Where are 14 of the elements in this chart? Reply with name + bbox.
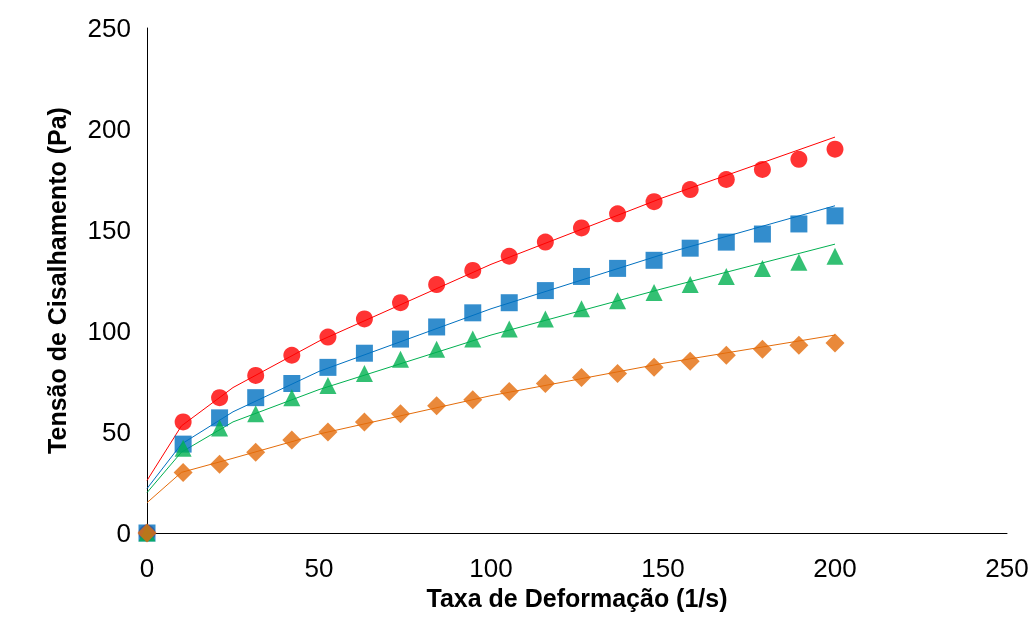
x-tick-label: 150 bbox=[641, 553, 685, 583]
x-tick-label: 100 bbox=[469, 553, 513, 583]
y-tick-label: 200 bbox=[87, 114, 131, 144]
y-tick-label: 50 bbox=[102, 417, 131, 447]
x-axis-title: Taxa de Deformação (1/s) bbox=[426, 584, 728, 613]
x-tick-label: 0 bbox=[139, 553, 155, 583]
y-tick-label: 100 bbox=[87, 316, 131, 346]
y-tick-label: 150 bbox=[87, 215, 131, 245]
x-tick-label: 200 bbox=[813, 553, 857, 583]
x-tick-label: 250 bbox=[985, 553, 1029, 583]
y-tick-label: 0 bbox=[116, 518, 131, 548]
x-tick-label: 50 bbox=[304, 553, 334, 583]
y-axis-title: Tensão de Cisalhamento (Pa) bbox=[42, 107, 71, 454]
y-tick-label: 250 bbox=[87, 13, 131, 43]
